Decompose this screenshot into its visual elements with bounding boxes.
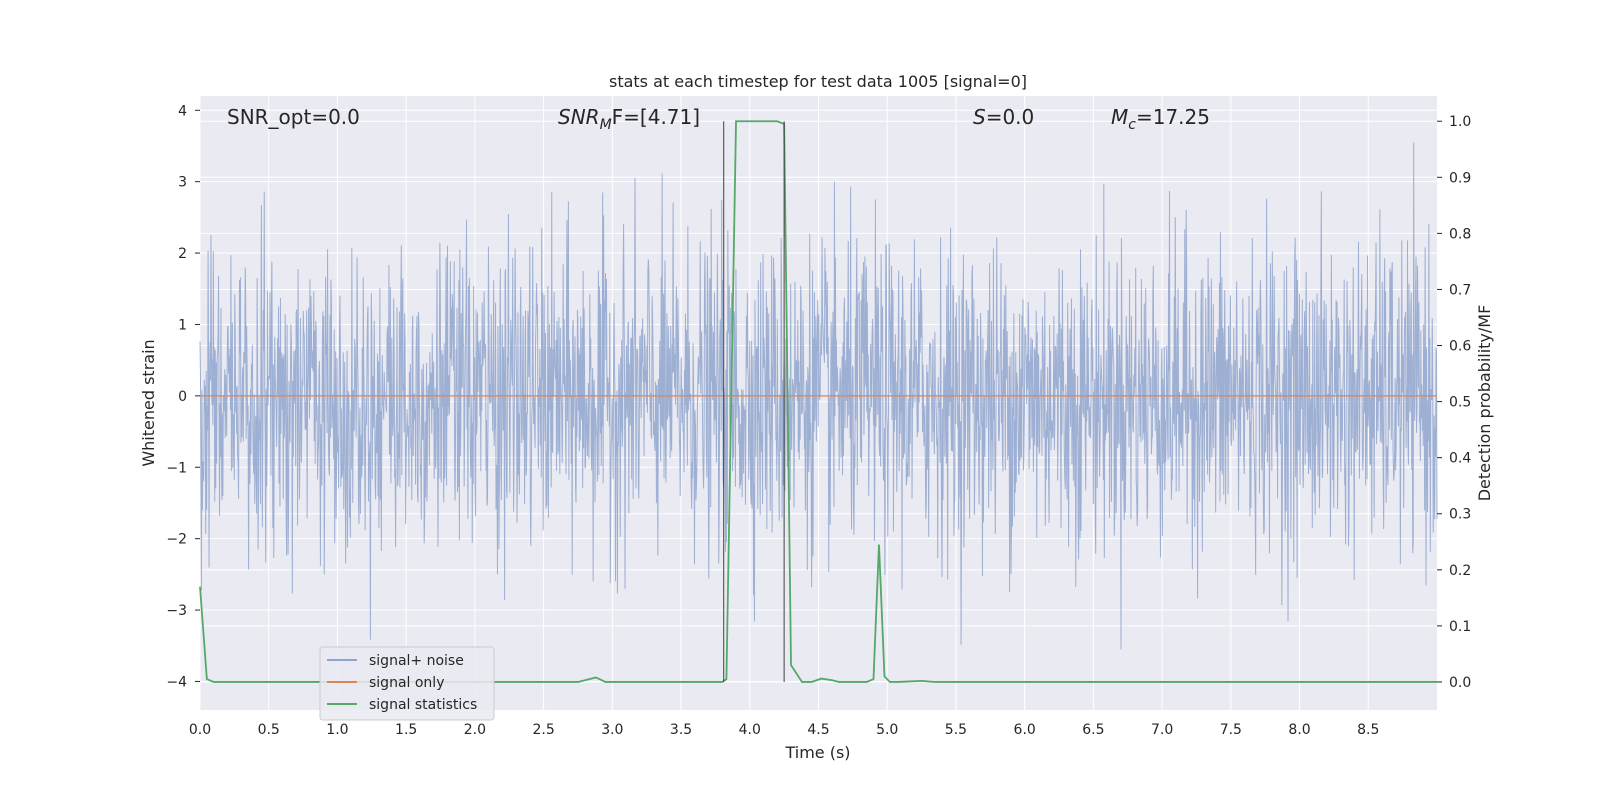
y-left-tick-label: 2 (178, 246, 187, 262)
x-tick-label: 0.0 (189, 722, 211, 738)
y-right-tick-label: 0.4 (1449, 451, 1471, 467)
annotation-mc-tail: =17.25 (1136, 105, 1210, 129)
legend-label-signal-statistics: signal statistics (369, 697, 477, 713)
y-left-tick-labels: 4 3 2 1 0 −1 −2 −3 −4 (166, 103, 200, 690)
annotation-mc: Mc=17.25 (1111, 105, 1210, 133)
annotation-mc-sub: c (1128, 117, 1136, 133)
y-left-tick-label: −3 (166, 603, 187, 619)
y-left-tick-label: −1 (166, 460, 187, 476)
y-right-tick-label: 0.9 (1449, 170, 1471, 186)
x-tick-label: 2.0 (464, 722, 486, 738)
x-tick-label: 6.0 (1014, 722, 1036, 738)
y-right-tick-label: 0.6 (1449, 339, 1471, 355)
x-tick-label: 3.0 (601, 722, 623, 738)
legend-label-signal-only: signal only (369, 675, 444, 691)
chart-title: stats at each timestep for test data 100… (609, 72, 1027, 91)
y-left-tick-label: −4 (166, 674, 187, 690)
legend-box (319, 646, 495, 721)
annotation-snr-mf-sub: M (600, 117, 612, 133)
y-right-tick-label: 0.1 (1449, 619, 1471, 635)
annotation-s: S=0.0 (973, 105, 1034, 129)
legend: signal+ noise signal only signal statist… (319, 646, 495, 721)
x-tick-label: 7.5 (1220, 722, 1242, 738)
x-tick-label: 4.0 (739, 722, 761, 738)
y-right-tick-label: 0.2 (1449, 563, 1471, 579)
annotation-mc-main: M (1111, 105, 1128, 129)
annotation-snr-opt: SNR_opt=0.0 (227, 105, 360, 129)
y-left-tick-label: −2 (166, 532, 187, 548)
annotation-s-main: S (973, 105, 986, 129)
annotation-snr-mf-tail: F=[4.71] (612, 105, 700, 129)
series-lines (199, 120, 1437, 683)
x-tick-label: 1.5 (395, 722, 417, 738)
y-right-tick-label: 0.7 (1449, 282, 1471, 298)
series-line-signal-noise (199, 142, 1438, 650)
annotation-s-tail: =0.0 (986, 105, 1035, 129)
annotation-snr-mf: SNRMF=[4.71] (558, 105, 700, 133)
x-tick-label: 0.5 (258, 722, 280, 738)
vertical-markers (723, 121, 785, 682)
y-left-tick-label: 3 (178, 175, 187, 191)
y-right-axis-label: Detection probability/MF (1475, 305, 1494, 502)
x-tick-label: 2.5 (532, 722, 554, 738)
y-left-tick-label: 4 (178, 103, 187, 119)
y-left-tick-label: 1 (178, 317, 187, 333)
y-left-tick-label: 0 (178, 389, 187, 405)
y-right-tick-label: 0.5 (1449, 395, 1471, 411)
x-tick-label: 3.5 (670, 722, 692, 738)
x-tick-label: 8.0 (1288, 722, 1310, 738)
x-tick-label: 6.5 (1082, 722, 1104, 738)
x-tick-label: 5.0 (876, 722, 898, 738)
y-right-tick-label: 1.0 (1449, 114, 1471, 130)
y-right-tick-label: 0.3 (1449, 507, 1471, 523)
x-tick-label: 1.0 (326, 722, 348, 738)
series-line-signal-statistics (199, 120, 1437, 683)
y-left-axis-label: Whitened strain (139, 339, 158, 466)
x-tick-labels: 0.0 0.5 1.0 1.5 2.0 2.5 3.0 3.5 4.0 4.5 5.0 5.5 6.0 6… (189, 722, 1380, 738)
x-tick-label: 4.5 (807, 722, 829, 738)
x-tick-label: 5.5 (945, 722, 967, 738)
x-axis-label: Time (s) (784, 743, 850, 762)
signal-noise-series (199, 142, 1438, 650)
y-right-tick-label: 0.8 (1449, 226, 1471, 242)
annotation-snr-mf-main: SNR (558, 105, 600, 129)
x-tick-label: 8.5 (1357, 722, 1379, 738)
legend-label-signal-noise: signal+ noise (369, 653, 464, 669)
y-right-tick-label: 0.0 (1449, 675, 1471, 691)
x-tick-label: 7.0 (1151, 722, 1173, 738)
y-right-tick-labels: 1.0 0.9 0.8 0.7 0.6 0.5 0.4 0.3 0.2 0.1 0.0 (1437, 114, 1471, 691)
